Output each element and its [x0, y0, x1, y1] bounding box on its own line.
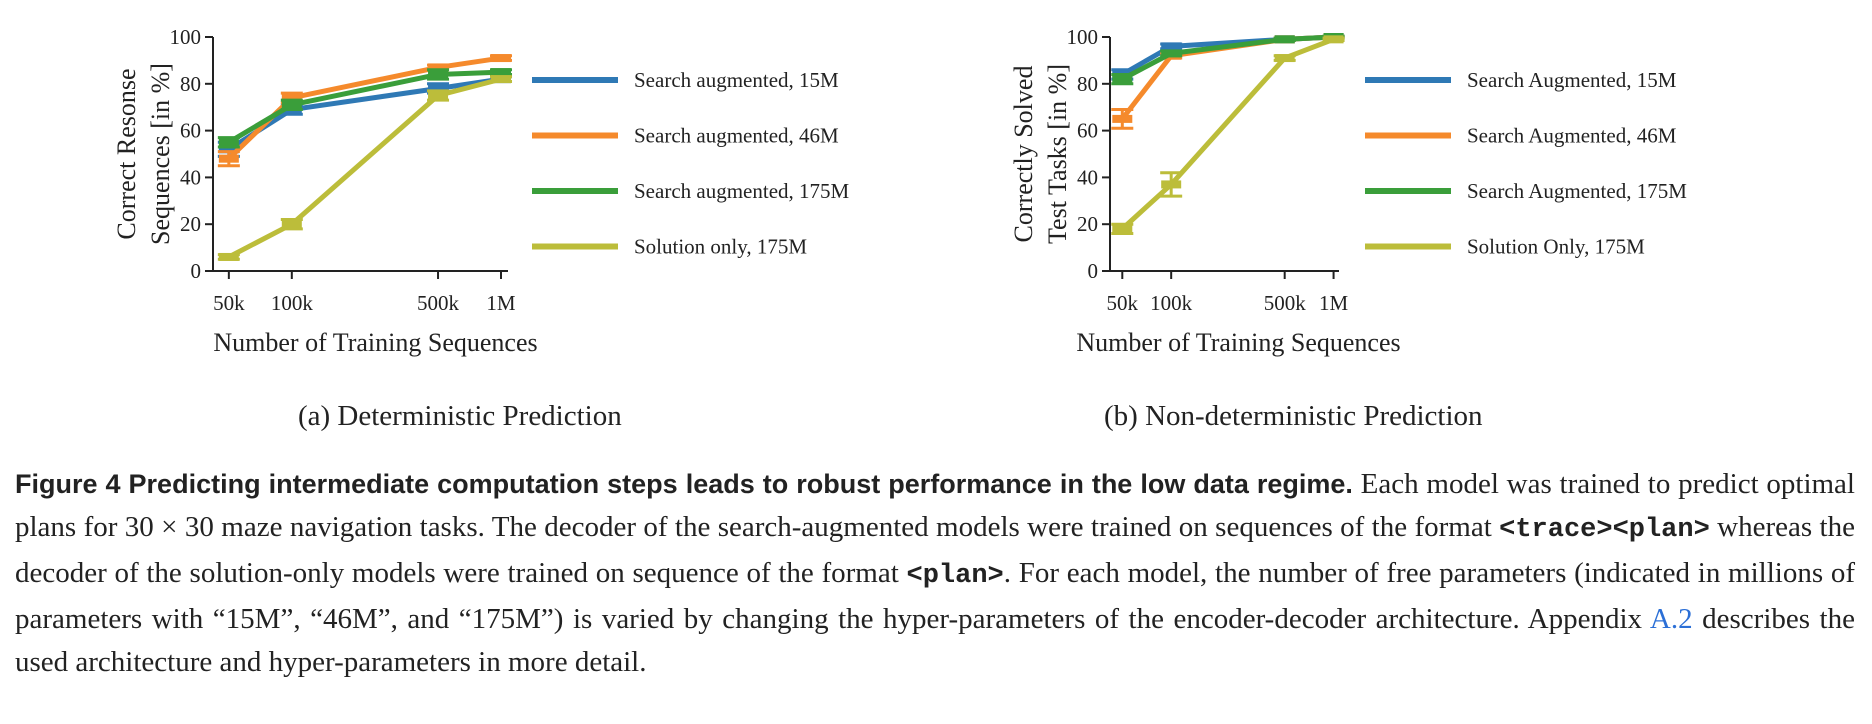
data-point [1112, 114, 1133, 123]
x-tick-label: 50k [1107, 291, 1139, 315]
y-axis-label: Correctly Solved Test Tasks [in %] [1009, 64, 1072, 244]
data-point [491, 75, 512, 84]
data-point [218, 252, 239, 261]
series-line [1120, 37, 1335, 231]
legend-label: Search augmented, 175M [634, 179, 850, 203]
data-point [491, 68, 512, 77]
series-line [227, 55, 502, 161]
caption-text: describes the used architecture and hype… [15, 603, 1855, 678]
subfigure-label-b: (b) Non-deterministic Prediction [1104, 400, 1483, 432]
data-point [428, 84, 449, 93]
figure-caption: Figure 4 Predicting intermediate computa… [15, 463, 1855, 684]
legend-label: Search Augmented, 46M [1467, 124, 1677, 148]
data-point [1112, 75, 1133, 84]
legend-label: Search Augmented, 175M [1467, 179, 1687, 203]
y-axis-label-line: Test Tasks [in %] [1043, 64, 1072, 244]
x-tick-label: 100k [271, 291, 314, 315]
legend-label: Search Augmented, 15M [1467, 68, 1677, 92]
series-line [1121, 34, 1334, 77]
caption-text: . For each model, the number of free par… [15, 557, 1855, 635]
y-axis-label-line: Sequences [in %] [146, 63, 175, 245]
data-point [1161, 42, 1182, 51]
data-point [218, 138, 239, 147]
chart-1-group: 0 20 40 60 80 100 50k 100k 500k 1M Number of Train… [1009, 25, 1687, 357]
y-tick-label: 0 [191, 259, 202, 283]
caption-heading: Figure 4 Predicting intermediate computa… [15, 469, 1353, 499]
data-point [218, 154, 239, 163]
legend-label: Search augmented, 15M [634, 68, 839, 92]
data-point [281, 93, 302, 102]
data-point [491, 54, 512, 63]
series-line [227, 76, 502, 260]
chart-nondeterministic: 0 20 40 60 80 100 50k 100k 500k 1M Number of Train… [1009, 25, 1687, 357]
y-tick-label: 0 [1088, 259, 1099, 283]
y-axis-label-line: Correct Resonse [112, 68, 141, 239]
data-point [1161, 180, 1182, 189]
data-point [281, 100, 302, 109]
y-axis-label-line: Correctly Solved [1009, 66, 1038, 243]
chart-deterministic: 0 20 40 60 80 100 50k 100k 500k 1M Number of Train… [112, 25, 850, 357]
x-tick-label: 50k [213, 291, 245, 315]
y-tick-label: 80 [180, 72, 201, 96]
x-tick-label: 1M [1319, 291, 1349, 315]
data-point [218, 145, 239, 154]
y-tick-label: 100 [170, 25, 202, 49]
legend-label: Solution Only, 175M [1467, 235, 1645, 259]
y-tick-label: 40 [180, 165, 201, 189]
data-point [1112, 224, 1133, 233]
data-point [428, 70, 449, 79]
data-point [428, 91, 449, 100]
data-point [281, 220, 302, 229]
caption-text: Each model was trained to predict optima… [15, 468, 1855, 543]
y-tick-label: 60 [1077, 119, 1098, 143]
series-line [1121, 34, 1334, 82]
subfigure-label-a: (a) Deterministic Prediction [298, 400, 622, 432]
data-point [1274, 35, 1295, 44]
series-line [227, 69, 502, 145]
data-point [1161, 49, 1182, 58]
y-tick-label: 20 [180, 212, 201, 236]
chart-0-group: 0 20 40 60 80 100 50k 100k 500k 1M Number of Train… [112, 25, 850, 357]
x-tick-label: 500k [417, 291, 460, 315]
y-tick-label: 40 [1077, 165, 1098, 189]
caption-code-plan: <plan> [906, 561, 1004, 591]
caption-code-trace-plan: <trace><plan> [1499, 515, 1710, 545]
x-tick-label: 100k [1150, 291, 1193, 315]
x-axis-label: Number of Training Sequences [213, 328, 537, 357]
x-axis-label: Number of Training Sequences [1076, 328, 1400, 357]
x-tick-label: 1M [486, 291, 516, 315]
y-axis-label: Correct Resonse Sequences [in %] [112, 63, 175, 245]
data-point [1323, 35, 1344, 44]
x-tick-label: 500k [1264, 291, 1307, 315]
legend-label: Solution only, 175M [634, 235, 807, 259]
y-tick-label: 20 [1077, 212, 1098, 236]
y-tick-label: 80 [1077, 72, 1098, 96]
appendix-link[interactable]: A.2 [1649, 603, 1693, 635]
data-point [1274, 54, 1295, 63]
data-point [428, 63, 449, 72]
legend-label: Search augmented, 46M [634, 124, 839, 148]
caption-text: whereas the decoder of the solution-only… [15, 511, 1855, 589]
y-tick-label: 60 [180, 119, 201, 143]
y-tick-label: 100 [1067, 25, 1099, 49]
